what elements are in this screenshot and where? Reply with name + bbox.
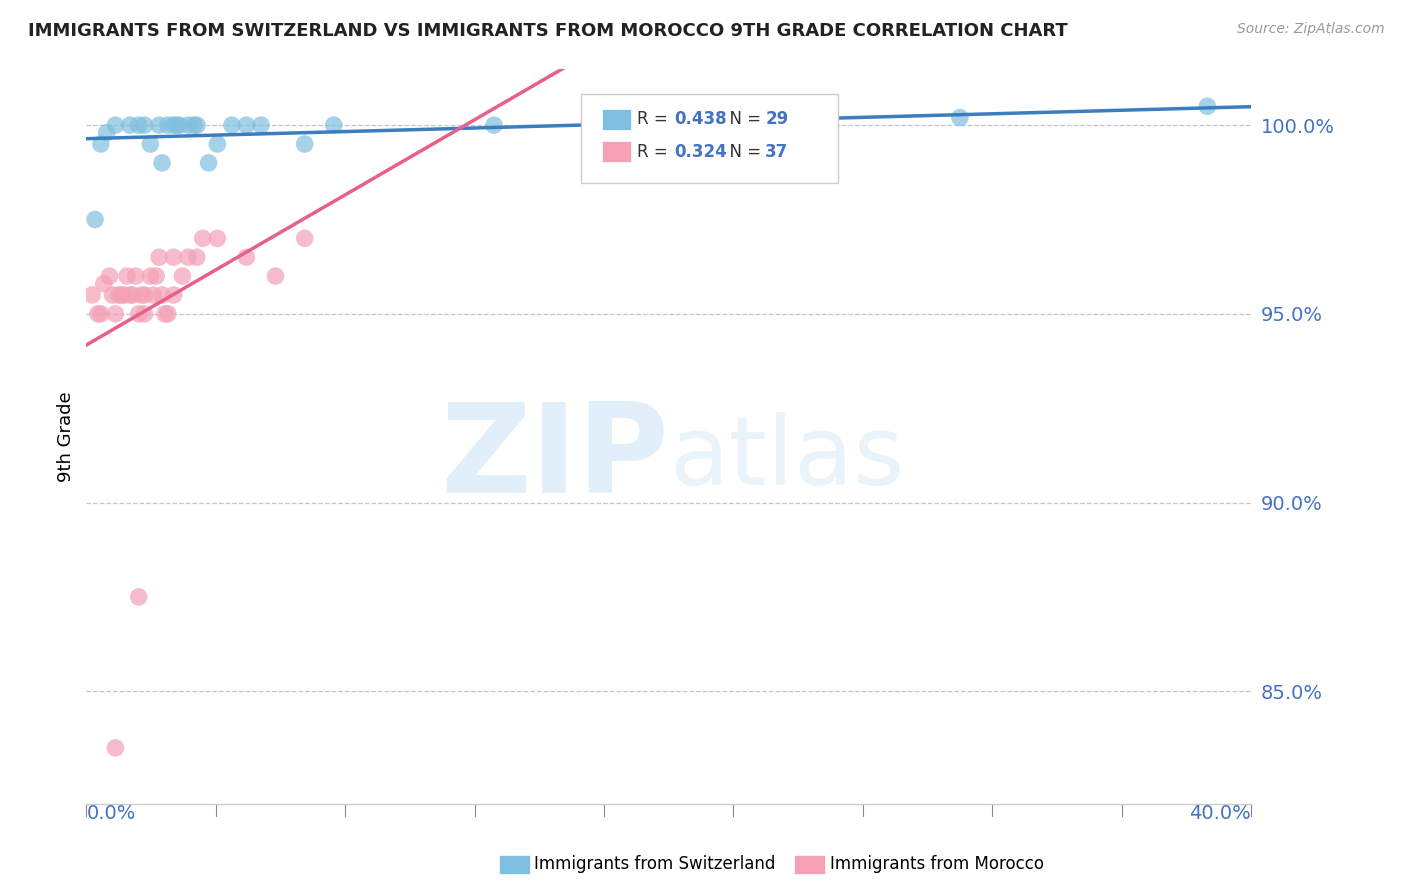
Point	[163, 118, 186, 132]
Point	[294, 231, 316, 245]
Point	[949, 111, 972, 125]
Point	[128, 118, 150, 132]
Text: 40.0%: 40.0%	[1189, 805, 1251, 823]
Text: Immigrants from Morocco: Immigrants from Morocco	[830, 855, 1043, 873]
Point	[98, 269, 121, 284]
Point	[148, 118, 170, 132]
Point	[125, 269, 148, 284]
Point	[134, 118, 156, 132]
Point	[322, 118, 344, 132]
Point	[87, 307, 110, 321]
Point	[156, 307, 179, 321]
Point	[235, 118, 257, 132]
Point	[191, 231, 214, 245]
FancyBboxPatch shape	[602, 141, 631, 162]
Text: R =: R =	[637, 143, 673, 161]
Point	[197, 156, 219, 170]
Point	[101, 288, 124, 302]
Point	[235, 250, 257, 264]
Point	[177, 250, 200, 264]
Point	[82, 288, 104, 302]
Point	[90, 136, 112, 151]
Point	[163, 288, 186, 302]
Point	[139, 136, 162, 151]
Point	[153, 307, 176, 321]
Point	[163, 250, 186, 264]
Point	[145, 269, 167, 284]
Point	[107, 288, 129, 302]
Point	[118, 118, 141, 132]
Point	[186, 250, 208, 264]
Point	[96, 126, 118, 140]
Point	[131, 288, 153, 302]
Point	[207, 231, 229, 245]
FancyBboxPatch shape	[581, 95, 838, 183]
Point	[156, 118, 179, 132]
Point	[166, 118, 188, 132]
Point	[1197, 99, 1219, 113]
FancyBboxPatch shape	[602, 109, 631, 129]
Point	[104, 740, 127, 755]
Point	[134, 307, 156, 321]
Point	[294, 136, 316, 151]
Point	[115, 269, 138, 284]
Point	[264, 269, 287, 284]
Point	[128, 590, 150, 604]
Point	[118, 288, 141, 302]
Point	[84, 212, 107, 227]
Point	[186, 118, 208, 132]
Point	[221, 118, 243, 132]
Text: 0.324: 0.324	[675, 143, 727, 161]
Point	[169, 118, 191, 132]
Point	[110, 288, 132, 302]
Point	[172, 269, 194, 284]
Text: R =: R =	[637, 111, 673, 128]
Text: ZIP: ZIP	[440, 398, 669, 519]
Point	[122, 288, 145, 302]
Y-axis label: 9th Grade: 9th Grade	[58, 392, 75, 482]
Point	[183, 118, 205, 132]
Text: 0.438: 0.438	[675, 111, 727, 128]
Point	[93, 277, 115, 291]
Point	[148, 250, 170, 264]
Point	[104, 307, 127, 321]
Text: atlas: atlas	[669, 412, 904, 505]
Point	[177, 118, 200, 132]
Text: N =: N =	[718, 111, 766, 128]
Point	[716, 118, 738, 132]
Point	[128, 307, 150, 321]
Point	[150, 156, 173, 170]
Point	[112, 288, 135, 302]
Text: Immigrants from Switzerland: Immigrants from Switzerland	[534, 855, 776, 873]
Text: IMMIGRANTS FROM SWITZERLAND VS IMMIGRANTS FROM MOROCCO 9TH GRADE CORRELATION CHA: IMMIGRANTS FROM SWITZERLAND VS IMMIGRANT…	[28, 22, 1069, 40]
Text: 29: 29	[765, 111, 789, 128]
Point	[104, 118, 127, 132]
Point	[142, 288, 165, 302]
Point	[207, 136, 229, 151]
Point	[773, 118, 796, 132]
Text: Source: ZipAtlas.com: Source: ZipAtlas.com	[1237, 22, 1385, 37]
Point	[90, 307, 112, 321]
Point	[482, 118, 505, 132]
Point	[139, 269, 162, 284]
Text: 0.0%: 0.0%	[86, 805, 135, 823]
Text: 37: 37	[765, 143, 789, 161]
Point	[250, 118, 273, 132]
Point	[150, 288, 173, 302]
Point	[134, 288, 156, 302]
Text: N =: N =	[718, 143, 766, 161]
